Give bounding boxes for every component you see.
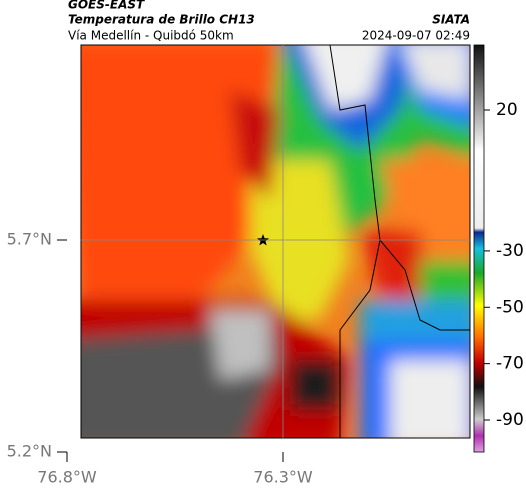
credit: SIATA <box>432 13 470 27</box>
x-tick-label: 76.8°W <box>37 468 97 487</box>
colorbar-tick-label: -30 <box>496 241 524 261</box>
subtitle: Vía Medellín - Quibdó 50km <box>68 29 234 43</box>
border <box>339 239 381 438</box>
colorbar-tick-label: -90 <box>496 410 524 430</box>
colorbar-tick-label: 20 <box>496 100 518 120</box>
y-tick-label: 5.7°N <box>7 230 52 249</box>
plot-frame <box>80 44 471 439</box>
colorbar-tick-label: -50 <box>496 297 524 317</box>
colorbar <box>473 44 485 453</box>
title: Temperatura de Brillo CH13 <box>68 13 255 27</box>
timestamp: 2024-09-07 02:49 <box>362 29 470 43</box>
y-tick-label: 5.2°N <box>7 442 52 461</box>
source-label: GOES-EAST <box>68 0 145 12</box>
x-tick-label: 76.3°W <box>253 468 313 487</box>
colorbar-tick-label: -70 <box>496 354 524 374</box>
